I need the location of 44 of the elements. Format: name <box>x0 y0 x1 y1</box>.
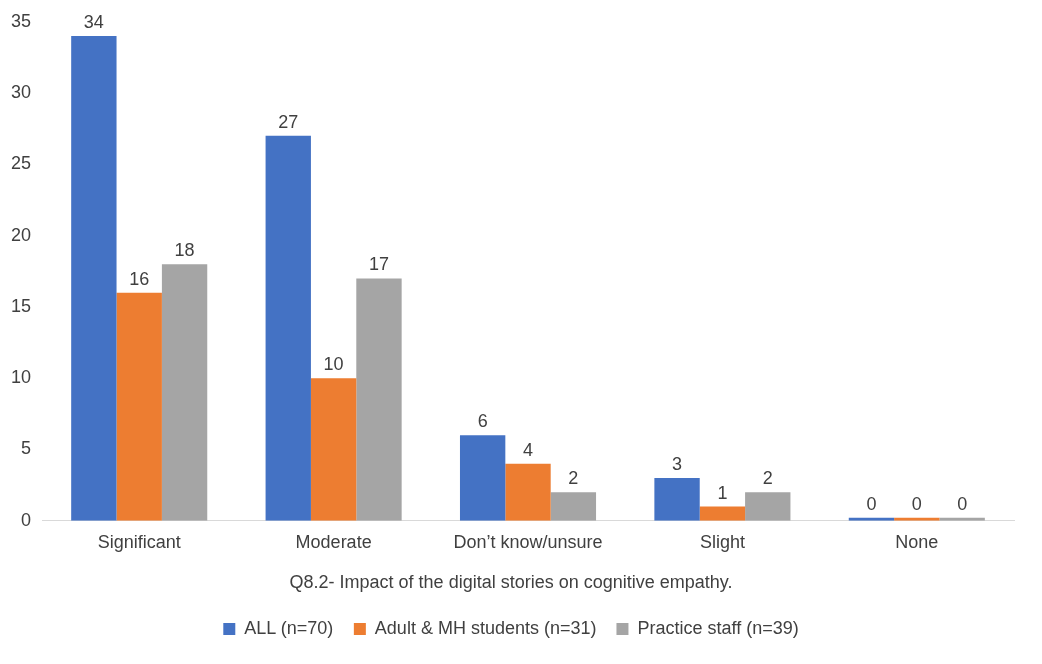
data-label: 3 <box>672 454 683 474</box>
data-label: 10 <box>323 354 344 375</box>
bar <box>116 292 162 521</box>
legend-label: ALL (n=70) <box>244 617 334 638</box>
bar <box>71 36 117 521</box>
bar <box>356 278 402 521</box>
y-tick-label: 35 <box>10 10 32 31</box>
x-tick-label: Moderate <box>295 531 372 552</box>
data-label: 0 <box>957 493 968 514</box>
y-tick-label: 20 <box>10 224 32 245</box>
x-tick-label: Significant <box>97 531 181 552</box>
text: Q8.2- Impact of the digital stories on cognitive empathy. <box>289 572 733 593</box>
data-label: 1 <box>717 482 728 503</box>
bar <box>459 435 506 521</box>
y-tick-label: 0 <box>21 509 32 530</box>
y-tick-label: 25 <box>10 153 32 174</box>
data-label: 0 <box>911 493 922 514</box>
bar <box>654 478 700 521</box>
bar <box>745 492 791 521</box>
bar <box>265 135 311 521</box>
bar <box>310 378 357 521</box>
y-tick-label: 5 <box>21 438 32 459</box>
data-label: 27 <box>278 111 299 132</box>
data-label: 2 <box>762 468 773 489</box>
y-tick-label: 15 <box>10 295 32 316</box>
bar <box>550 492 597 521</box>
bar <box>161 264 208 521</box>
data-label: 16 <box>129 268 150 289</box>
x-tick-label: Slight <box>699 531 745 552</box>
legend-label: Adult & MH students (n=31) <box>374 617 597 638</box>
data-label: 18 <box>174 240 195 261</box>
data-label: 4 <box>523 439 534 460</box>
data-label: 17 <box>368 254 389 275</box>
data-label: 2 <box>568 468 579 489</box>
y-tick-label: 10 <box>10 367 32 388</box>
y-tick-label: 30 <box>10 82 32 103</box>
x-tick-label: None <box>895 531 939 552</box>
legend-label: Practice staff (n=39) <box>637 617 799 638</box>
data-label: 0 <box>866 493 877 514</box>
x-tick-label: Don’t know/unsure <box>453 531 603 552</box>
data-label: 6 <box>477 411 488 432</box>
data-label: 34 <box>83 12 104 33</box>
bar <box>505 463 551 521</box>
bar <box>699 506 746 521</box>
